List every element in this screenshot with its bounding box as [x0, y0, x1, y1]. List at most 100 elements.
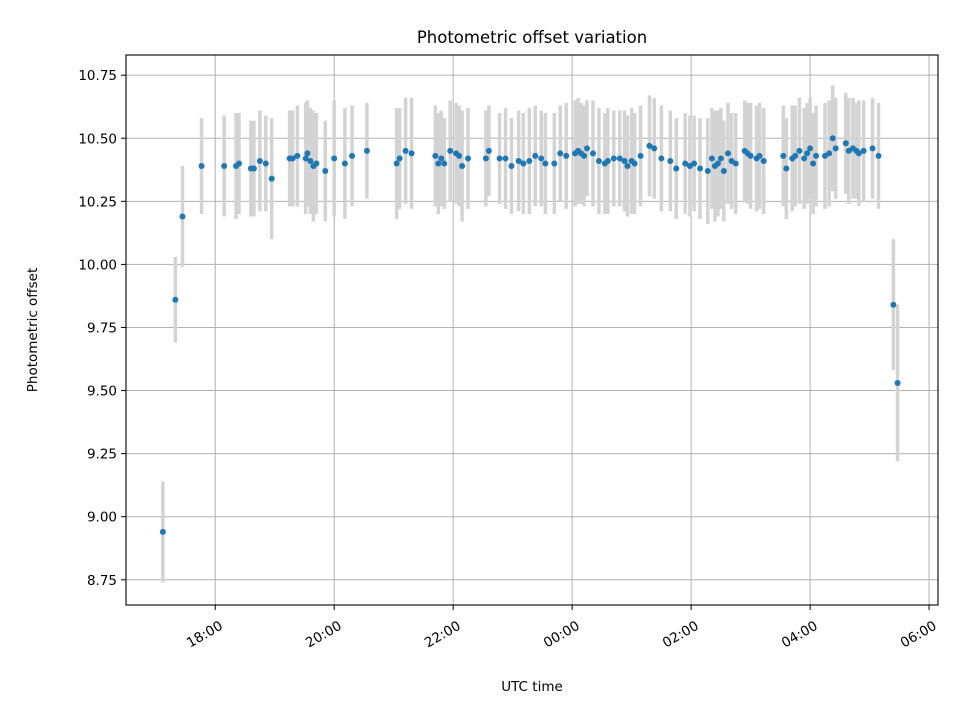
data-point	[890, 301, 897, 308]
data-point	[532, 152, 539, 159]
data-point	[780, 152, 787, 159]
data-point	[447, 147, 454, 154]
data-point	[732, 160, 739, 167]
data-point	[717, 155, 724, 162]
data-point	[438, 155, 445, 162]
data-point	[294, 152, 301, 159]
data-point	[221, 163, 228, 170]
data-point	[682, 160, 689, 167]
data-point	[465, 155, 472, 162]
y-tick-label: 9.25	[87, 447, 117, 463]
data-point	[256, 157, 263, 164]
data-point	[485, 147, 492, 154]
data-point	[829, 135, 836, 142]
data-point	[198, 163, 205, 170]
data-point	[637, 152, 644, 159]
data-point	[538, 155, 545, 162]
data-point	[813, 152, 820, 159]
data-point	[313, 160, 320, 167]
data-point	[396, 155, 403, 162]
data-point	[855, 150, 862, 157]
y-axis-ticks: 8.75 9.00 9.25 9.50 9.75 10.00 10.25 10.50 10.75	[78, 68, 126, 589]
data-point	[651, 145, 658, 152]
data-point	[704, 168, 711, 175]
data-point	[172, 296, 179, 303]
data-point	[363, 147, 370, 154]
x-tick-label: 04:00	[779, 618, 821, 651]
data-point	[646, 142, 653, 149]
data-point	[322, 168, 329, 175]
data-point	[581, 152, 588, 159]
y-tick-label: 9.50	[87, 384, 117, 400]
data-point	[708, 155, 715, 162]
data-point	[496, 155, 503, 162]
data-point	[408, 150, 415, 157]
data-point	[658, 155, 665, 162]
y-tick-label: 9.00	[87, 510, 117, 526]
data-point	[621, 157, 628, 164]
data-points	[159, 135, 901, 535]
x-tick-label: 20:00	[303, 618, 345, 651]
data-point	[616, 155, 623, 162]
data-point	[804, 150, 811, 157]
y-tick-label: 10.50	[78, 131, 117, 147]
data-point	[792, 152, 799, 159]
data-point	[508, 163, 515, 170]
data-point	[526, 157, 533, 164]
x-tick-label: 02:00	[660, 618, 702, 651]
y-tick-label: 10.25	[78, 194, 117, 210]
plot-frame	[125, 54, 939, 606]
chart-title: Photometric offset variation	[417, 28, 647, 47]
data-point	[869, 145, 876, 152]
data-point	[894, 379, 901, 386]
data-point	[402, 147, 409, 154]
data-point	[756, 152, 763, 159]
data-point	[842, 140, 849, 147]
data-point	[725, 150, 732, 157]
data-point	[783, 165, 790, 172]
data-point	[832, 145, 839, 152]
data-point	[250, 165, 257, 172]
data-point	[159, 528, 166, 535]
data-point	[331, 155, 338, 162]
data-point	[801, 155, 808, 162]
data-point	[268, 175, 275, 182]
data-point	[810, 160, 817, 167]
data-point	[631, 160, 638, 167]
data-point	[502, 155, 509, 162]
data-point	[179, 213, 186, 220]
data-point	[515, 157, 522, 164]
data-point	[393, 160, 400, 167]
data-point	[557, 150, 564, 157]
data-point	[604, 157, 611, 164]
data-point	[459, 163, 466, 170]
data-point	[875, 152, 882, 159]
data-point	[432, 152, 439, 159]
data-point	[435, 160, 442, 167]
y-axis-label: Photometric offset	[25, 268, 41, 392]
data-point	[341, 160, 348, 167]
data-point	[624, 163, 631, 170]
data-point	[714, 160, 721, 167]
data-point	[673, 165, 680, 172]
data-point	[563, 152, 570, 159]
x-tick-label: 06:00	[898, 618, 940, 651]
x-axis-label: UTC time	[501, 679, 563, 695]
y-tick-label: 9.75	[87, 320, 117, 336]
data-point	[610, 155, 617, 162]
data-point	[551, 160, 558, 167]
data-point	[289, 155, 296, 162]
data-point	[302, 155, 309, 162]
data-point	[482, 155, 489, 162]
data-point	[307, 157, 314, 164]
data-point	[667, 157, 674, 164]
x-tick-label: 00:00	[541, 618, 583, 651]
data-point	[720, 168, 727, 175]
data-point	[262, 160, 269, 167]
y-tick-label: 10.00	[78, 257, 117, 273]
data-point	[349, 152, 356, 159]
data-point	[747, 152, 754, 159]
data-point	[807, 145, 814, 152]
data-point	[589, 150, 596, 157]
